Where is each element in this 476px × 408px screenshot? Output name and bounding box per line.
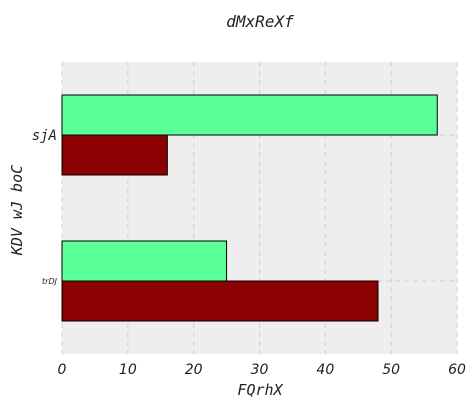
bar xyxy=(62,241,227,281)
y-tick-label: trDJ xyxy=(42,277,58,286)
y-axis-label: KDV wJ boC xyxy=(8,165,26,256)
bar xyxy=(62,95,437,135)
x-tick-label: 60 xyxy=(448,362,466,378)
bar xyxy=(62,281,378,321)
x-tick-label: 30 xyxy=(251,362,269,378)
x-axis-label: FQrhX xyxy=(237,381,283,399)
x-tick-label: 10 xyxy=(119,362,137,378)
x-tick-label: 20 xyxy=(185,362,203,378)
bar xyxy=(62,135,167,175)
chart-title: dMxReXf xyxy=(226,12,294,31)
x-tick-labels: 0 10 20 30 40 50 60 xyxy=(58,362,466,378)
y-tick-labels: trDJ sjA xyxy=(32,128,58,286)
y-tick-label: sjA xyxy=(32,128,57,144)
x-tick-label: 50 xyxy=(382,362,400,378)
x-tick-label: 0 xyxy=(58,362,67,378)
x-tick-label: 40 xyxy=(316,362,334,378)
